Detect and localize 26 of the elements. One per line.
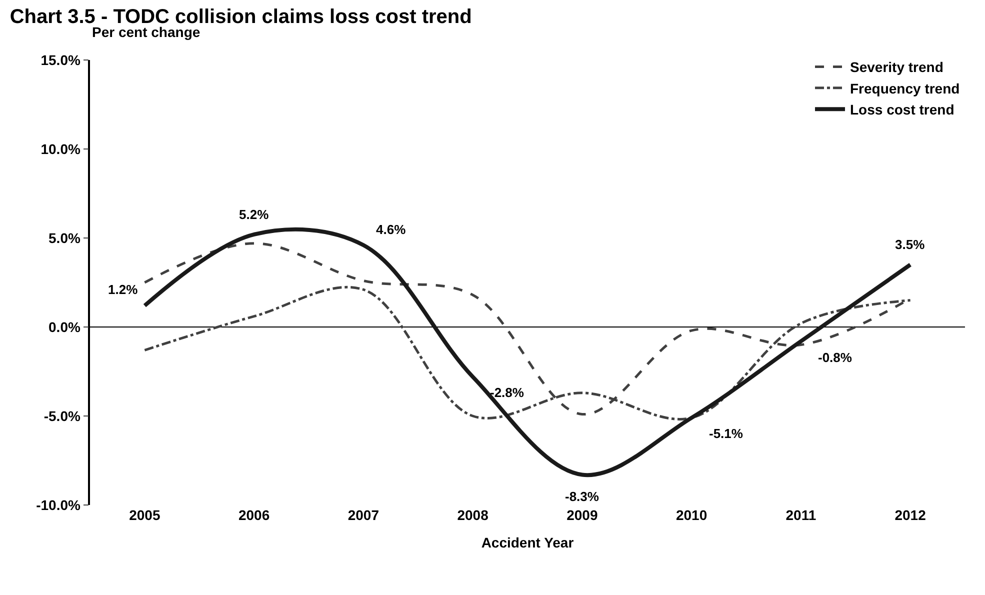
y-tick-label: 5.0%: [48, 230, 81, 246]
y-tick-label: 0.0%: [48, 318, 81, 335]
x-tick-label: 2010: [676, 507, 708, 523]
data-label: -5.1%: [709, 426, 744, 441]
data-label: -0.8%: [818, 350, 852, 365]
x-tick-label: 2009: [566, 507, 598, 523]
x-tick-label: 2007: [348, 507, 380, 523]
legend-label: Severity trend: [850, 59, 944, 76]
data-label: 1.2%: [108, 282, 138, 297]
y-tick-label: -10.0%: [36, 496, 81, 513]
x-axis-title: Accident Year: [481, 534, 574, 550]
data-label: 5.2%: [239, 207, 270, 222]
legend-label: Frequency trend: [850, 80, 960, 96]
x-tick-label: 2006: [238, 507, 270, 523]
data-label: 3.5%: [895, 237, 926, 252]
y-tick-label: 15.0%: [40, 52, 81, 68]
x-tick-label: 2011: [786, 507, 816, 523]
legend-label: Loss cost trend: [850, 102, 954, 118]
x-tick-label: 2008: [457, 507, 489, 523]
x-tick-label: 2012: [894, 507, 926, 523]
x-tick-label: 2005: [129, 507, 160, 523]
y-tick-label: -5.0%: [44, 408, 81, 424]
y-tick-label: 10.0%: [40, 140, 81, 157]
data-label: -2.8%: [490, 385, 524, 400]
data-label: 4.6%: [376, 222, 406, 237]
data-label: -8.3%: [565, 489, 600, 504]
